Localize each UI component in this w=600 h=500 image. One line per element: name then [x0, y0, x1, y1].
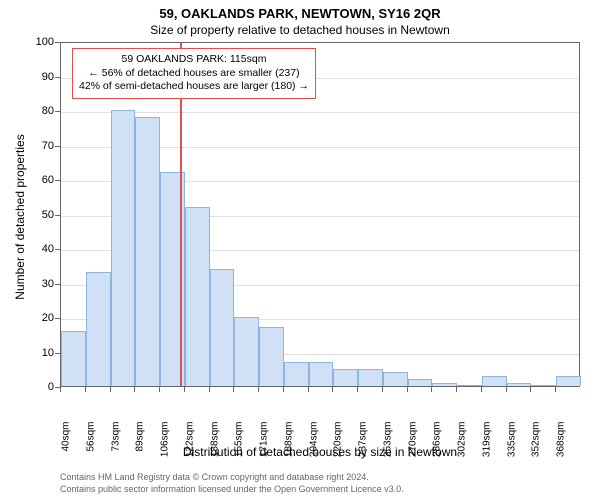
- xtick: [159, 387, 160, 392]
- xtick-label: 286sqm: [432, 422, 443, 472]
- histogram-bar: [383, 372, 408, 386]
- footer-line2: Contains public sector information licen…: [60, 484, 404, 496]
- xtick: [530, 387, 531, 392]
- xtick-label: 319sqm: [481, 422, 492, 472]
- histogram-bar: [531, 385, 556, 386]
- y-axis-label: Number of detached properties: [13, 117, 27, 317]
- xtick: [555, 387, 556, 392]
- histogram-bar: [507, 383, 532, 386]
- xtick-label: 56sqm: [85, 422, 96, 472]
- xtick: [283, 387, 284, 392]
- xtick: [456, 387, 457, 392]
- footer-line1: Contains HM Land Registry data © Crown c…: [60, 472, 404, 484]
- xtick-label: 204sqm: [308, 422, 319, 472]
- histogram-bar: [309, 362, 334, 386]
- xtick-label: 237sqm: [358, 422, 369, 472]
- histogram-bar: [284, 362, 309, 386]
- ytick: [55, 111, 60, 112]
- histogram-bar: [86, 272, 111, 386]
- ytick-label: 40: [30, 243, 54, 255]
- histogram-bar: [482, 376, 507, 386]
- gridline: [61, 112, 579, 113]
- xtick: [431, 387, 432, 392]
- xtick-label: 155sqm: [234, 422, 245, 472]
- xtick: [506, 387, 507, 392]
- xtick-label: 335sqm: [506, 422, 517, 472]
- xtick: [332, 387, 333, 392]
- ytick: [55, 146, 60, 147]
- xtick-label: 368sqm: [556, 422, 567, 472]
- xtick-label: 253sqm: [382, 422, 393, 472]
- ytick: [55, 284, 60, 285]
- histogram-bar: [333, 369, 358, 386]
- xtick: [184, 387, 185, 392]
- ytick-label: 60: [30, 174, 54, 186]
- xtick: [382, 387, 383, 392]
- ytick: [55, 215, 60, 216]
- ytick: [55, 318, 60, 319]
- xtick-label: 352sqm: [531, 422, 542, 472]
- histogram-bar: [408, 379, 433, 386]
- ytick-label: 50: [30, 209, 54, 221]
- xtick-label: 73sqm: [110, 422, 121, 472]
- xtick: [85, 387, 86, 392]
- xtick: [481, 387, 482, 392]
- ytick: [55, 249, 60, 250]
- histogram-bar: [185, 207, 210, 386]
- ytick-label: 0: [30, 381, 54, 393]
- annotation-line: 59 OAKLANDS PARK: 115sqm: [79, 53, 309, 67]
- histogram-bar: [259, 327, 284, 386]
- xtick-label: 106sqm: [160, 422, 171, 472]
- ytick-label: 20: [30, 312, 54, 324]
- xtick-label: 220sqm: [333, 422, 344, 472]
- xtick-label: 171sqm: [259, 422, 270, 472]
- xtick: [258, 387, 259, 392]
- ytick: [55, 42, 60, 43]
- histogram-bar: [135, 117, 160, 386]
- ytick: [55, 180, 60, 181]
- xtick-label: 302sqm: [457, 422, 468, 472]
- xtick-label: 122sqm: [184, 422, 195, 472]
- histogram-bar: [61, 331, 86, 386]
- ytick-label: 90: [30, 71, 54, 83]
- histogram-bar: [358, 369, 383, 386]
- ytick-label: 100: [30, 36, 54, 48]
- xtick: [209, 387, 210, 392]
- histogram-bar: [210, 269, 235, 386]
- footer-attribution: Contains HM Land Registry data © Crown c…: [60, 472, 404, 495]
- xtick-label: 270sqm: [407, 422, 418, 472]
- ytick-label: 70: [30, 140, 54, 152]
- histogram-bar: [457, 385, 482, 386]
- ytick-label: 80: [30, 105, 54, 117]
- xtick: [233, 387, 234, 392]
- xtick: [357, 387, 358, 392]
- chart-title: 59, OAKLANDS PARK, NEWTOWN, SY16 2QR: [0, 0, 600, 21]
- xtick-label: 188sqm: [283, 422, 294, 472]
- xtick-label: 89sqm: [135, 422, 146, 472]
- xtick: [60, 387, 61, 392]
- xtick: [308, 387, 309, 392]
- ytick-label: 10: [30, 347, 54, 359]
- xtick: [110, 387, 111, 392]
- annotation-line: ← 56% of detached houses are smaller (23…: [79, 67, 309, 81]
- xtick: [134, 387, 135, 392]
- annotation-box: 59 OAKLANDS PARK: 115sqm← 56% of detache…: [72, 48, 316, 99]
- ytick: [55, 353, 60, 354]
- histogram-bar: [111, 110, 136, 386]
- ytick-label: 30: [30, 278, 54, 290]
- xtick-label: 138sqm: [209, 422, 220, 472]
- xtick-label: 40sqm: [61, 422, 72, 472]
- histogram-bar: [556, 376, 581, 386]
- chart-subtitle: Size of property relative to detached ho…: [0, 21, 600, 37]
- histogram-bar: [432, 383, 457, 386]
- annotation-line: 42% of semi-detached houses are larger (…: [79, 80, 309, 94]
- xtick: [407, 387, 408, 392]
- ytick: [55, 77, 60, 78]
- histogram-bar: [234, 317, 259, 386]
